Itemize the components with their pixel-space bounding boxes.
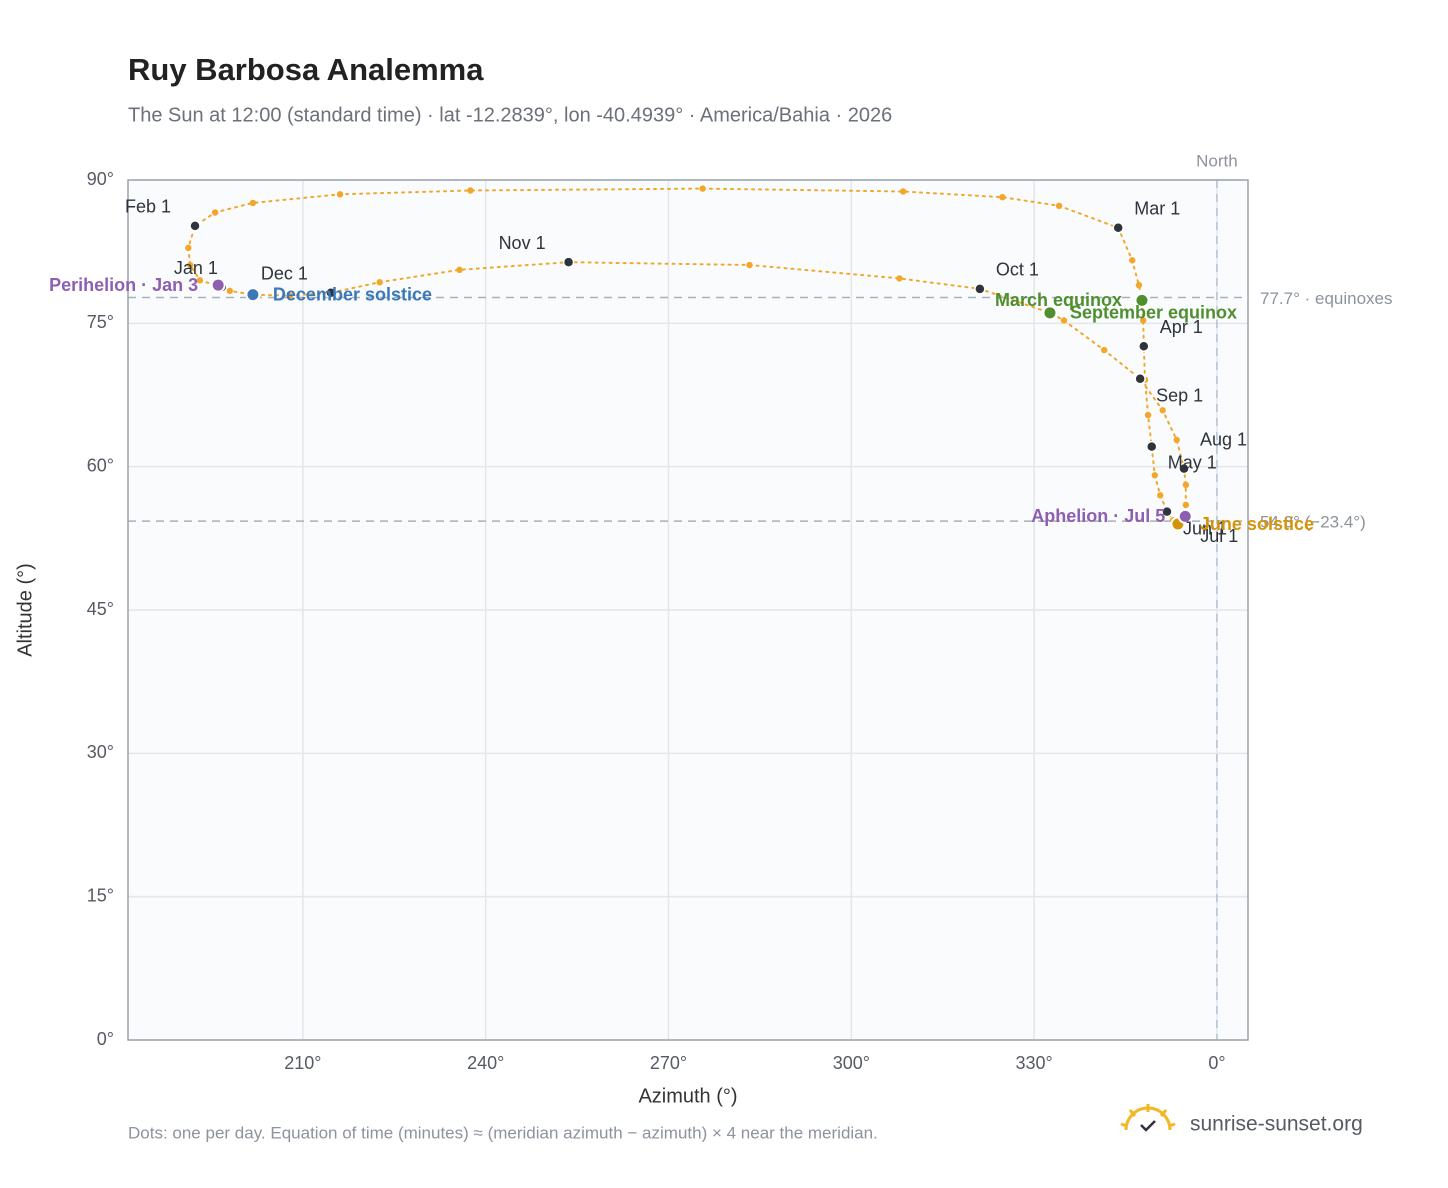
y-axis-label: Altitude (°)	[14, 563, 36, 657]
month-marker	[1145, 440, 1158, 453]
x-tick-label: 240°	[467, 1053, 504, 1073]
x-tick-label: 210°	[284, 1053, 321, 1073]
month-label: Mar 1	[1134, 199, 1180, 219]
event-marker	[245, 287, 261, 303]
north-label: North	[1196, 151, 1238, 170]
brand-name: sunrise-sunset.org	[1190, 1113, 1363, 1136]
month-label: Nov 1	[499, 233, 546, 253]
month-marker	[1161, 505, 1173, 518]
day-dot	[1182, 481, 1190, 489]
x-tick-label: 300°	[833, 1053, 870, 1073]
y-tick-label: 45°	[87, 599, 114, 619]
event-marker	[1177, 508, 1193, 524]
day-dot	[1135, 281, 1143, 289]
day-dot	[1173, 436, 1180, 444]
month-marker	[1178, 462, 1190, 475]
event-label: September equinox	[1070, 303, 1237, 323]
day-dot	[1060, 317, 1068, 324]
day-dot	[196, 277, 204, 284]
y-tick-label: 60°	[87, 455, 114, 475]
day-dot	[1129, 257, 1136, 264]
event-label: Perihelion · Jan 3	[49, 275, 198, 295]
event-marker	[1134, 292, 1150, 308]
y-tick-label: 30°	[87, 742, 114, 762]
day-dot	[185, 244, 192, 252]
footnote: Dots: one per day. Equation of time (min…	[128, 1123, 878, 1142]
event-label: December solstice	[273, 284, 432, 304]
event-marker	[210, 277, 226, 293]
month-marker	[1138, 340, 1150, 353]
day-dot	[336, 191, 344, 198]
reference-label: 77.7° · equinoxes	[1260, 289, 1393, 308]
day-dot	[286, 292, 294, 299]
day-dot	[896, 275, 903, 282]
event-marker	[1042, 305, 1058, 321]
day-dot	[211, 209, 219, 216]
y-tick-label: 90°	[87, 169, 114, 189]
reference-label: 54.3° (−23.4°)	[1260, 513, 1366, 532]
month-marker	[1134, 373, 1146, 385]
month-label: May 1	[1168, 452, 1217, 472]
day-dot	[1159, 407, 1166, 414]
x-axis-label: Azimuth (°)	[638, 1085, 737, 1107]
month-marker	[325, 287, 337, 299]
day-dot	[226, 287, 233, 295]
month-label: Dec 1	[261, 264, 308, 284]
day-dot	[699, 185, 706, 192]
month-label: Apr 1	[1160, 317, 1203, 337]
month-marker	[974, 283, 986, 295]
event-label: March equinox	[995, 290, 1122, 310]
chart-subtitle: The Sun at 12:00 (standard time) · lat -…	[128, 104, 892, 126]
month-marker	[1112, 222, 1124, 234]
month-label: Jul 1	[1200, 526, 1238, 546]
day-dot	[899, 188, 907, 195]
month-label: Sep 1	[1156, 386, 1203, 406]
day-dot	[376, 279, 383, 286]
day-dot	[456, 266, 463, 274]
month-label: Aug 1	[1200, 429, 1247, 449]
event-label: Aphelion · Jul 5	[1031, 506, 1165, 526]
month-label: Jan 1	[174, 258, 218, 278]
month-marker	[562, 256, 575, 268]
event-label: June solstice	[1200, 514, 1314, 534]
day-dot	[746, 261, 753, 269]
x-tick-label: 270°	[650, 1053, 687, 1073]
month-marker	[189, 220, 201, 232]
x-tick-label: 0°	[1208, 1053, 1225, 1073]
y-tick-label: 75°	[87, 312, 114, 332]
plot-frame	[127, 179, 1249, 1041]
day-dot	[999, 194, 1006, 201]
x-tick-label: 330°	[1015, 1053, 1052, 1073]
day-dot	[1182, 501, 1190, 509]
chart-title: Ruy Barbosa Analemma	[128, 52, 484, 87]
month-label: Feb 1	[125, 197, 171, 217]
day-dot	[1144, 411, 1152, 419]
day-dot	[1157, 492, 1164, 499]
y-tick-label: 15°	[87, 885, 114, 905]
day-dot	[1139, 317, 1147, 324]
brand-logo	[1120, 1104, 1176, 1132]
day-dot	[467, 187, 474, 194]
day-dot	[1055, 202, 1063, 209]
day-dot	[249, 199, 257, 207]
day-dot	[1151, 472, 1158, 479]
y-tick-label: 0°	[97, 1029, 114, 1049]
day-dot	[186, 261, 194, 269]
day-dot	[1100, 346, 1108, 354]
month-label: Oct 1	[996, 260, 1039, 280]
month-label: Jun 1	[1183, 518, 1227, 538]
